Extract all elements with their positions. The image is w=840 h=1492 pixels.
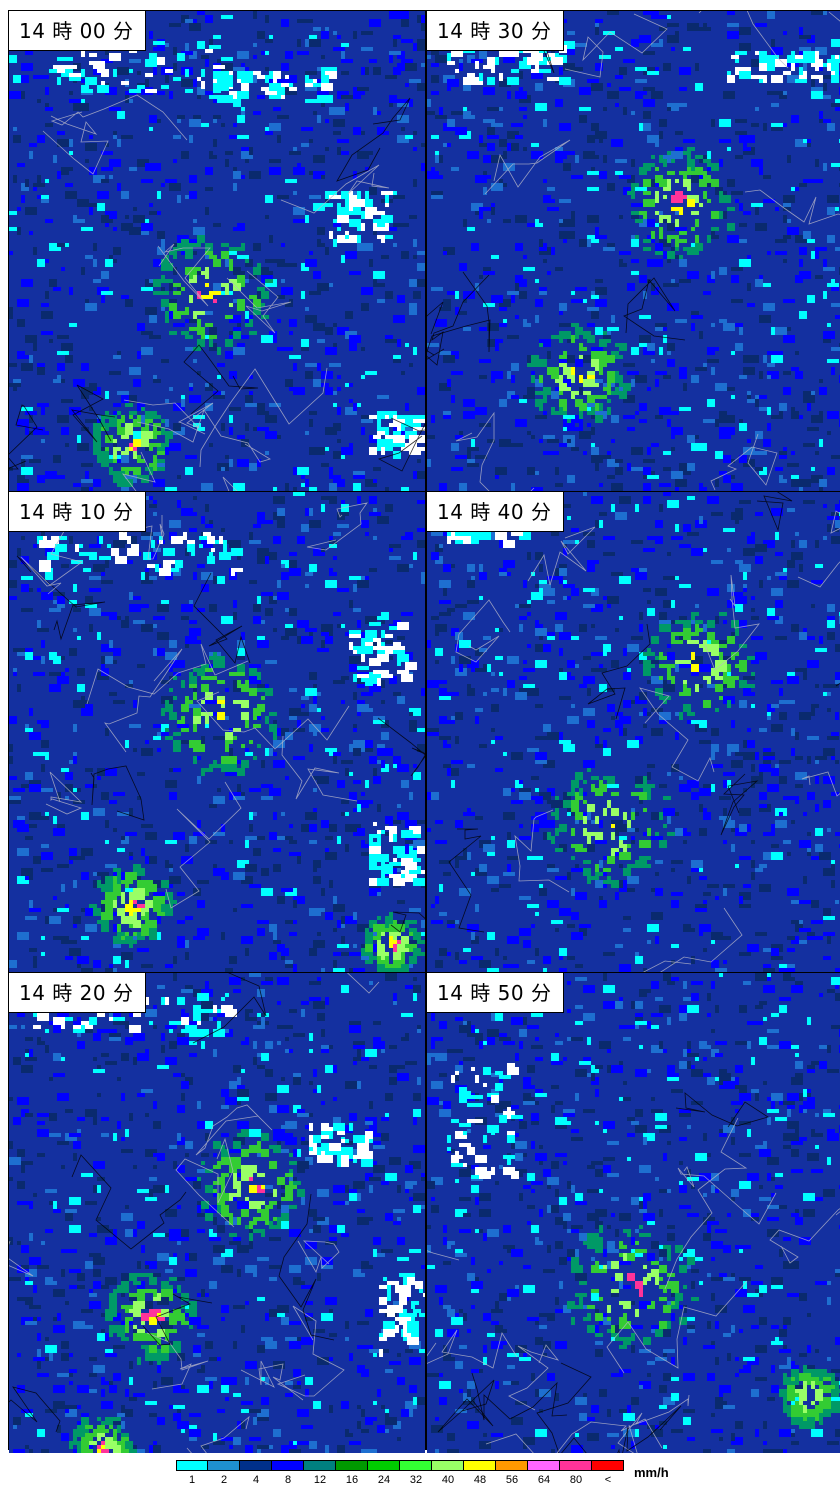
legend-swatch (368, 1460, 400, 1471)
radar-panel-1420: 14 時 20 分 (9, 973, 425, 1453)
legend-swatch (528, 1460, 560, 1471)
legend-swatch (592, 1460, 624, 1471)
radar-panel-1410: 14 時 10 分 (9, 492, 425, 972)
radar-map (427, 973, 840, 1453)
legend-tick: 16 (345, 1474, 359, 1486)
legend-tick: 40 (441, 1474, 455, 1486)
legend-swatch (336, 1460, 368, 1471)
legend-tick: 2 (220, 1474, 228, 1486)
radar-map (427, 11, 840, 491)
precipitation-legend: 1 2 4 8 12 16 24 32 40 48 56 64 80 < mm/h (176, 1460, 696, 1490)
legend-tick: 1 (188, 1474, 196, 1486)
legend-swatch (176, 1460, 208, 1471)
time-label: 14 時 30 分 (427, 11, 565, 51)
time-label: 14 時 10 分 (9, 492, 147, 532)
radar-panel-1450: 14 時 50 分 (427, 973, 840, 1453)
legend-tick: 56 (505, 1474, 519, 1486)
legend-swatch (304, 1460, 336, 1471)
legend-tick: 80 (569, 1474, 583, 1486)
legend-unit: mm/h (634, 1465, 669, 1480)
legend-swatch (208, 1460, 240, 1471)
legend-swatch (560, 1460, 592, 1471)
legend-swatch (496, 1460, 528, 1471)
radar-panel-1400: 14 時 00 分 (9, 11, 425, 491)
legend-swatch (464, 1460, 496, 1471)
radar-map (9, 973, 425, 1453)
legend-tick: 8 (284, 1474, 292, 1486)
radar-map (9, 11, 425, 491)
legend-tick: 48 (473, 1474, 487, 1486)
legend-tick: 12 (313, 1474, 327, 1486)
legend-swatch (432, 1460, 464, 1471)
radar-map (9, 492, 425, 972)
time-label: 14 時 00 分 (9, 11, 147, 51)
time-label: 14 時 40 分 (427, 492, 565, 532)
radar-panel-1440: 14 時 40 分 (427, 492, 840, 972)
legend-tick: < (604, 1474, 612, 1486)
legend-tick: 64 (537, 1474, 551, 1486)
radar-map (427, 492, 840, 972)
time-label: 14 時 50 分 (427, 973, 565, 1013)
legend-tick: 24 (377, 1474, 391, 1486)
legend-swatch (400, 1460, 432, 1471)
radar-panel-grid: 14 時 00 分 14 時 30 分 14 時 10 分 14 時 40 分 … (8, 10, 840, 1453)
legend-tick: 32 (409, 1474, 423, 1486)
legend-swatch (272, 1460, 304, 1471)
legend-swatch (240, 1460, 272, 1471)
legend-tick: 4 (252, 1474, 260, 1486)
time-label: 14 時 20 分 (9, 973, 147, 1013)
radar-panel-1430: 14 時 30 分 (427, 11, 840, 491)
